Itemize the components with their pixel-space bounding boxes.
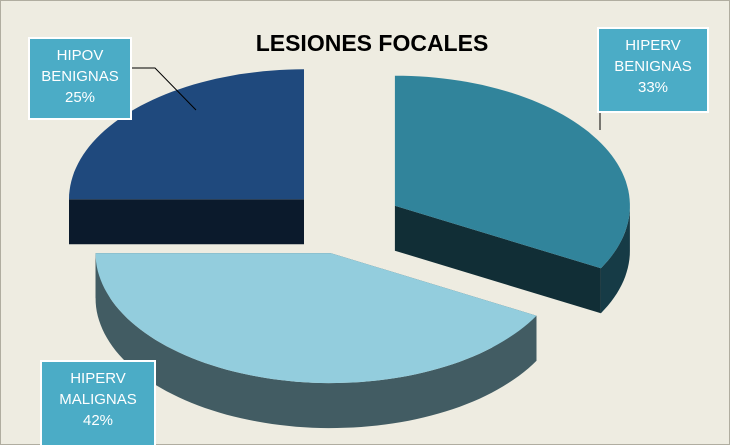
- pie: [69, 69, 630, 429]
- label-value: 33%: [637, 79, 669, 96]
- slice: [394, 75, 630, 269]
- slice: [95, 253, 537, 384]
- leader-line: [132, 67, 197, 111]
- slice-side: [394, 205, 601, 314]
- data-label: HIPERV BENIGNAS 33%: [597, 27, 709, 113]
- slice-side: [600, 205, 630, 314]
- label-value: 42%: [82, 412, 114, 429]
- label-category: HIPERV BENIGNAS: [614, 37, 692, 75]
- label-category: HIPERV MALIGNAS: [59, 370, 137, 408]
- label-value: 25%: [64, 89, 96, 106]
- data-label: HIPERV MALIGNAS 42%: [40, 360, 156, 445]
- slice-side: [95, 253, 537, 429]
- slice-side: [69, 199, 304, 245]
- label-category: HIPOV BENIGNAS: [41, 47, 119, 85]
- data-label: HIPOV BENIGNAS 25%: [28, 37, 132, 120]
- chart-title: LESIONES FOCALES: [256, 30, 489, 56]
- slice: [69, 69, 304, 200]
